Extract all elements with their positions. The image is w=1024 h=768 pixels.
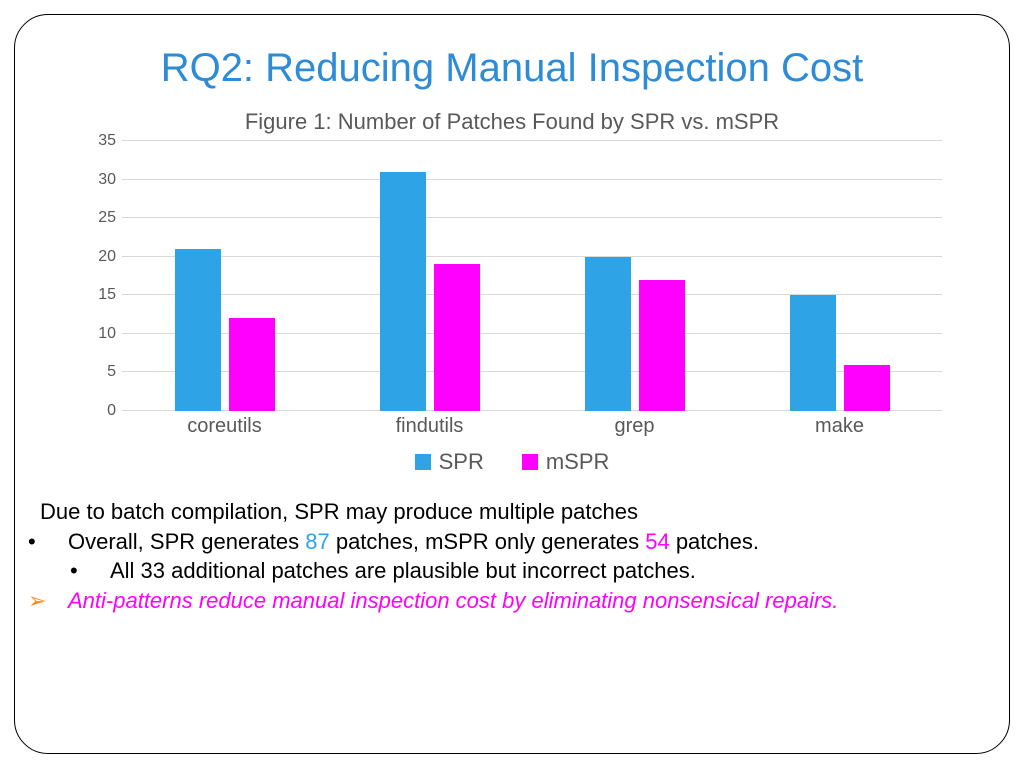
bar-spr — [380, 172, 426, 411]
bullet1-mid: patches, mSPR only generates — [330, 529, 646, 554]
bar-group — [532, 141, 737, 411]
bar-mspr — [639, 280, 685, 411]
mspr-count: 54 — [645, 529, 669, 554]
bar-group — [737, 141, 942, 411]
legend-label: SPR — [439, 449, 484, 475]
page-title: RQ2: Reducing Manual Inspection Cost — [34, 46, 990, 91]
sub-bullet-text: All 33 additional patches are plausible … — [110, 558, 696, 583]
bullet-overall: •Overall, SPR generates 87 patches, mSPR… — [40, 527, 984, 557]
y-tick-label: 15 — [82, 286, 116, 304]
bars-area — [122, 141, 942, 411]
x-label: grep — [532, 411, 737, 438]
bullet1-post: patches. — [670, 529, 759, 554]
bar-group — [327, 141, 532, 411]
legend: SPR mSPR — [82, 449, 942, 475]
y-tick-label: 5 — [82, 363, 116, 381]
y-tick-label: 35 — [82, 132, 116, 150]
conclusion-rest: reduce manual inspection cost by elimina… — [193, 588, 839, 613]
legend-label: mSPR — [546, 449, 610, 475]
bar-spr — [175, 249, 221, 411]
legend-swatch — [522, 454, 538, 470]
intro-line: Due to batch compilation, SPR may produc… — [40, 497, 984, 527]
conclusion-line: ➢Anti-patterns reduce manual inspection … — [40, 586, 984, 616]
x-axis-labels: coreutilsfindutilsgrepmake — [122, 411, 942, 441]
y-tick-label: 30 — [82, 171, 116, 189]
bar-spr — [585, 257, 631, 411]
slide-root: RQ2: Reducing Manual Inspection Cost Fig… — [0, 0, 1024, 768]
body-text: Due to batch compilation, SPR may produc… — [34, 497, 990, 616]
x-label: make — [737, 411, 942, 438]
bar-mspr — [229, 318, 275, 411]
y-tick-label: 20 — [82, 248, 116, 266]
bar-group — [122, 141, 327, 411]
arrow-icon: ➢ — [48, 586, 68, 616]
legend-item: SPR — [415, 449, 484, 475]
bullet-icon: • — [90, 556, 110, 586]
bullet-icon: • — [48, 527, 68, 557]
y-tick-label: 0 — [82, 402, 116, 420]
bar-chart: 05101520253035 coreutilsfindutilsgrepmak… — [82, 141, 942, 441]
bar-mspr — [434, 264, 480, 411]
sub-bullet: •All 33 additional patches are plausible… — [40, 556, 984, 586]
legend-swatch — [415, 454, 431, 470]
bar-mspr — [844, 365, 890, 411]
chart-title: Figure 1: Number of Patches Found by SPR… — [82, 109, 942, 135]
y-tick-label: 10 — [82, 325, 116, 343]
conclusion-emph: Anti-patterns — [68, 588, 193, 613]
x-label: findutils — [327, 411, 532, 438]
chart-container: Figure 1: Number of Patches Found by SPR… — [82, 109, 942, 475]
bar-spr — [790, 295, 836, 411]
bullet1-pre: Overall, SPR generates — [68, 529, 305, 554]
y-axis: 05101520253035 — [82, 141, 122, 411]
spr-count: 87 — [305, 529, 329, 554]
x-label: coreutils — [122, 411, 327, 438]
y-tick-label: 25 — [82, 209, 116, 227]
legend-item: mSPR — [522, 449, 610, 475]
